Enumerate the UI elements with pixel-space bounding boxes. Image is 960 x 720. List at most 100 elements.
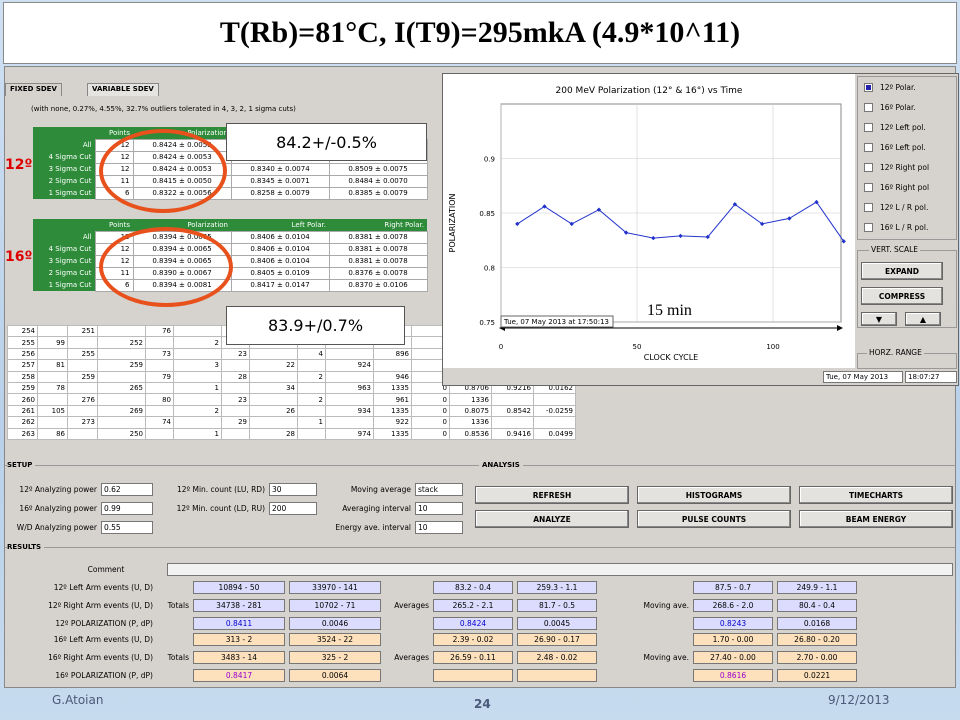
- expand-button[interactable]: EXPAND: [861, 262, 943, 280]
- input-16-analyzing-power[interactable]: 0.99: [101, 502, 153, 515]
- data-point: [814, 199, 819, 205]
- series-checkbox[interactable]: [864, 223, 873, 232]
- log-row: 263 86 250 1 28 974 1335 0 0.8536 0.9416 0.0499: [7, 427, 576, 440]
- result-row-label: 12º POLARIZATION (P, dP): [55, 619, 153, 628]
- log-cell: 924: [325, 359, 374, 372]
- status-date: Tue, 07 May 2013: [823, 371, 903, 383]
- label-min-count-lu-rd: 12º Min. count (LU, RD): [177, 485, 265, 494]
- sdev-left-polar-cell: 0.8405 ± 0.0109: [230, 266, 330, 280]
- series-checkbox[interactable]: [864, 103, 873, 112]
- result-average-2: 0.0045: [517, 617, 597, 630]
- log-cell: 260: [7, 393, 38, 406]
- log-cell: [221, 359, 250, 372]
- result-average-2: 2.48 - 0.02: [517, 651, 597, 664]
- input-min-count-ld-ru[interactable]: 200: [269, 502, 317, 515]
- select-moving-average[interactable]: stack: [415, 483, 463, 496]
- log-cell: 946: [373, 370, 412, 383]
- y-tick-label: 0.75: [479, 319, 495, 327]
- scale-down-button[interactable]: ▼: [861, 312, 897, 326]
- series-checkbox[interactable]: [864, 183, 873, 192]
- pulse-counts-button[interactable]: PULSE COUNTS: [637, 510, 791, 528]
- highlight-ring-12: [99, 129, 227, 213]
- sdev-row-label: 2 Sigma Cut: [33, 267, 95, 279]
- result-moving-1: 0.8243: [693, 617, 773, 630]
- log-cell: 252: [97, 336, 146, 349]
- input-12-analyzing-power[interactable]: 0.62: [101, 483, 153, 496]
- series-checkbox-label: 16º Polar.: [880, 103, 916, 112]
- log-cell: [67, 427, 98, 440]
- histograms-button[interactable]: HISTOGRAMS: [637, 486, 791, 504]
- label-energy-ave-interval: Energy ave. interval: [335, 523, 411, 532]
- chart-y-axis-label: POLARIZATION: [448, 193, 457, 252]
- scale-up-button[interactable]: ▲: [905, 312, 941, 326]
- log-cell: 255: [67, 347, 98, 361]
- series-checkbox-label: 12º Polar.: [880, 83, 916, 92]
- timecharts-button[interactable]: TIMECHARTS: [799, 486, 953, 504]
- log-cell: 255: [7, 336, 38, 349]
- result-row-label: 12º Left Arm events (U, D): [53, 583, 153, 592]
- sdev-left-polar-cell: 0.8417 ± 0.0147: [230, 278, 330, 292]
- beam-energy-button[interactable]: BEAM ENERGY: [799, 510, 953, 528]
- sdev-right-polar-cell: 0.8381 ± 0.0078: [328, 230, 428, 244]
- sdev-left-polar-cell: 0.8406 ± 0.0104: [230, 242, 330, 256]
- time-span-label: 15 min: [647, 302, 692, 319]
- refresh-button[interactable]: REFRESH: [475, 486, 629, 504]
- tab-fixed-sdev[interactable]: FIXED SDEV: [5, 83, 62, 96]
- log-cell: 86: [37, 427, 68, 440]
- series-checkbox[interactable]: [864, 143, 873, 152]
- input-wd-analyzing-power[interactable]: 0.55: [101, 521, 153, 534]
- log-cell: [173, 393, 222, 406]
- series-checkbox[interactable]: [864, 163, 873, 172]
- series-checkbox-label: 16º Right pol: [880, 183, 930, 192]
- log-cell: 4: [297, 347, 326, 361]
- result-total-1: 10894 - 50: [193, 581, 285, 594]
- series-checkbox[interactable]: [864, 203, 873, 212]
- log-cell: [173, 416, 222, 429]
- log-cell: -0.0259: [533, 404, 576, 418]
- log-cell: 26: [249, 404, 298, 418]
- comment-field[interactable]: [167, 563, 953, 576]
- log-cell: 0.8075: [449, 404, 492, 418]
- sdev-row-label: 1 Sigma Cut: [33, 279, 95, 291]
- log-cell: [249, 347, 298, 361]
- result-row-label: 16º Right Arm events (U, D): [48, 653, 153, 662]
- input-min-count-lu-rd[interactable]: 30: [269, 483, 317, 496]
- analysis-title: ANALYSIS: [479, 461, 523, 469]
- input-averaging-interval[interactable]: 10: [415, 502, 463, 515]
- log-cell: 0.8536: [449, 427, 492, 440]
- series-checkbox[interactable]: [864, 123, 873, 132]
- tab-variable-sdev[interactable]: VARIABLE SDEV: [87, 83, 159, 96]
- log-cell: 269: [97, 404, 146, 418]
- series-checkbox-label: 12º Right pol: [880, 163, 930, 172]
- compress-button[interactable]: COMPRESS: [861, 287, 943, 305]
- callout-16-polarization: 83.9+/0.7%: [226, 306, 405, 345]
- log-cell: [221, 381, 250, 395]
- chart-timestamp: Tue, 07 May 2013 at 17:50:13: [503, 318, 609, 326]
- log-cell: [533, 416, 576, 429]
- sdev-header-corner: [33, 219, 95, 231]
- sdev-row-label: 3 Sigma Cut: [33, 163, 95, 175]
- result-total-1: 0.8411: [193, 617, 285, 630]
- input-energy-ave-interval[interactable]: 10: [415, 521, 463, 534]
- series-checkbox[interactable]: [864, 83, 873, 92]
- result-total-1: 0.8417: [193, 669, 285, 682]
- sdev-row-label: All: [33, 231, 95, 243]
- data-point: [705, 234, 710, 240]
- log-cell: 2: [173, 336, 222, 349]
- log-cell: 22: [249, 359, 298, 372]
- sdev-hint: (with none, 0.27%, 4.55%, 32.7% outliers…: [31, 105, 296, 113]
- y-tick-label: 0.9: [484, 156, 495, 164]
- log-cell: [145, 336, 174, 349]
- log-cell: 99: [37, 336, 68, 349]
- sdev-row: All 12 0.8394 ± 0.0065 0.8406 ± 0.0104 0.838…: [33, 230, 428, 244]
- log-cell: 265: [97, 381, 146, 395]
- analyze-button[interactable]: ANALYZE: [475, 510, 629, 528]
- log-cell: 1335: [373, 404, 412, 418]
- log-cell: 961: [373, 393, 412, 406]
- horz-range-label: HORZ. RANGE: [867, 348, 924, 357]
- label-moving-average: Moving average: [350, 485, 411, 494]
- log-cell: 28: [249, 427, 298, 440]
- totals-label: Totals: [167, 653, 189, 662]
- footer-author: G.Atoian: [52, 693, 104, 707]
- series-checkbox-label: 12º L / R pol.: [880, 203, 929, 212]
